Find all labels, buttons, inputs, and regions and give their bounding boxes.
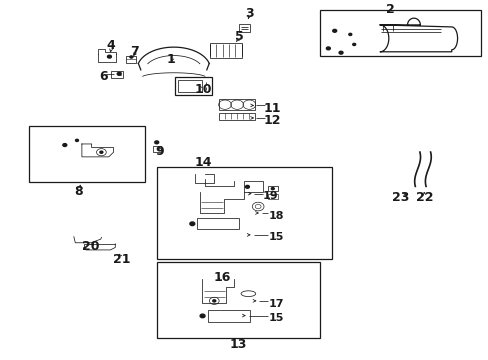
Bar [267, 186, 277, 192]
Bar [219, 99, 255, 110]
Text: 1: 1 [166, 53, 175, 66]
Circle shape [189, 222, 194, 226]
Circle shape [245, 185, 249, 188]
Circle shape [326, 47, 330, 50]
Text: 22: 22 [415, 192, 433, 204]
Bar [111, 71, 122, 78]
Bar [178, 80, 201, 93]
Text: 18: 18 [268, 211, 284, 221]
Circle shape [338, 51, 342, 54]
Circle shape [100, 151, 102, 153]
Bar [175, 77, 211, 95]
Text: 4: 4 [106, 39, 115, 52]
Bar [238, 24, 250, 32]
Circle shape [63, 144, 67, 147]
Bar [219, 113, 255, 120]
Circle shape [348, 33, 351, 36]
Bar [208, 310, 249, 321]
Text: 21: 21 [113, 253, 130, 266]
Circle shape [271, 188, 274, 190]
Circle shape [75, 139, 78, 141]
Bar [157, 167, 331, 259]
Bar [157, 262, 320, 338]
Text: 6: 6 [99, 69, 107, 82]
Text: 15: 15 [268, 313, 284, 323]
Circle shape [200, 314, 204, 318]
Text: 17: 17 [268, 299, 284, 309]
Bar [197, 219, 238, 229]
Text: 14: 14 [194, 156, 211, 169]
Bar [267, 194, 277, 199]
Circle shape [332, 30, 336, 32]
Bar [243, 181, 263, 192]
Text: 11: 11 [264, 102, 281, 115]
Circle shape [212, 300, 215, 302]
Bar [320, 10, 480, 56]
Text: 23: 23 [391, 192, 408, 204]
Bar [29, 126, 144, 182]
Bar [126, 55, 136, 63]
Text: 13: 13 [229, 338, 247, 351]
Text: 7: 7 [130, 45, 139, 58]
Circle shape [107, 55, 111, 58]
Text: 5: 5 [235, 30, 244, 43]
Text: 12: 12 [264, 114, 281, 127]
Text: 15: 15 [268, 232, 284, 242]
Text: 20: 20 [82, 240, 100, 253]
Text: 19: 19 [262, 191, 278, 201]
Text: 8: 8 [74, 185, 83, 198]
Text: 9: 9 [156, 145, 164, 158]
Text: 10: 10 [194, 83, 211, 96]
Text: 3: 3 [244, 7, 253, 20]
Circle shape [117, 72, 121, 75]
Bar [153, 146, 160, 152]
Bar [210, 42, 242, 58]
Circle shape [155, 141, 158, 144]
Text: 16: 16 [213, 271, 231, 284]
Text: 2: 2 [386, 3, 394, 16]
Circle shape [352, 43, 355, 45]
Circle shape [130, 56, 133, 58]
